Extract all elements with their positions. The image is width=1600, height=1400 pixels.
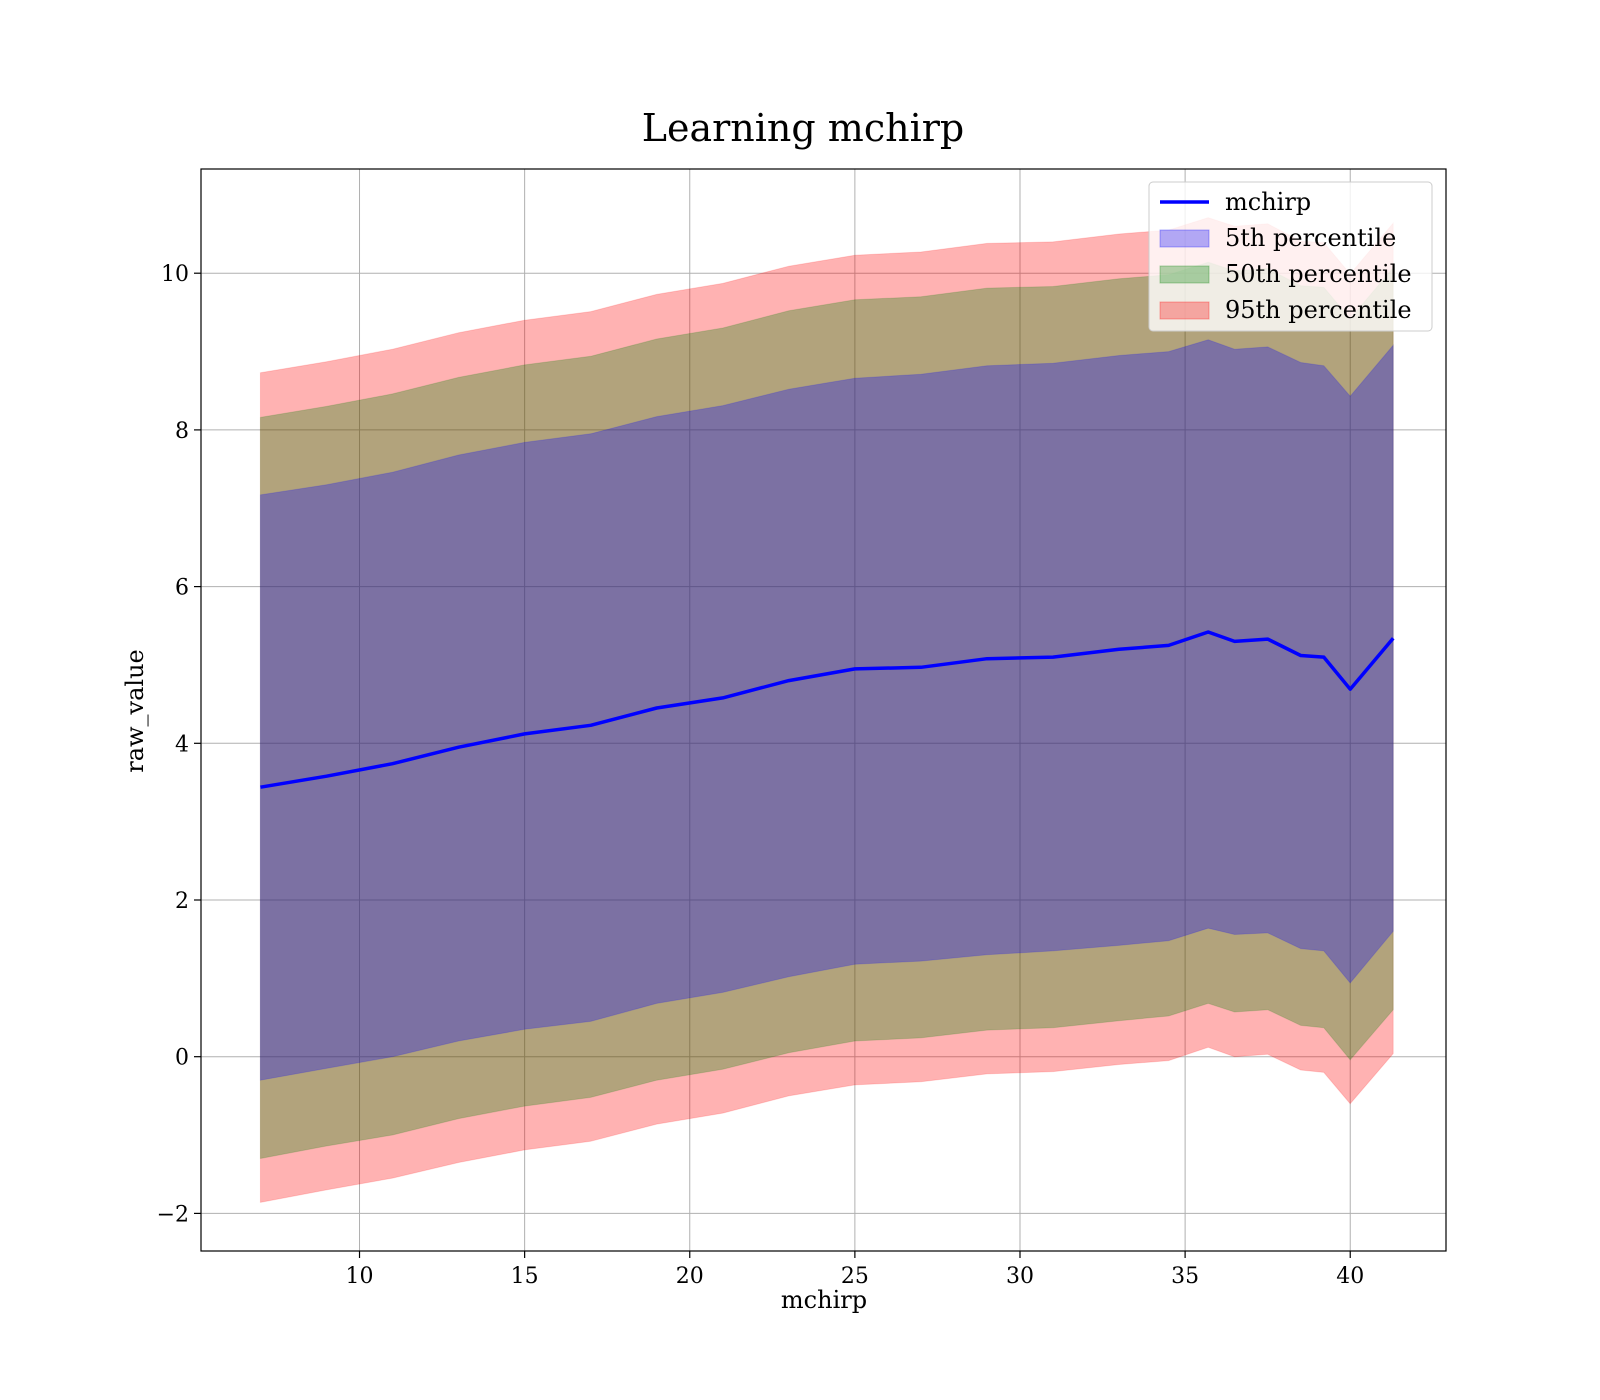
y-tick-label: 10 (161, 262, 189, 287)
percentile-bands (259, 217, 1394, 1204)
x-tick-label: 10 (346, 1264, 374, 1289)
x-tick-label: 20 (676, 1264, 704, 1289)
y-tick-label: −2 (157, 1202, 189, 1227)
y-tick-label: 6 (175, 576, 189, 601)
x-tick-label: 15 (511, 1264, 539, 1289)
x-tick-label: 25 (841, 1264, 869, 1289)
x-axis-label: mchirp (781, 1286, 867, 1314)
series-lines (260, 630, 1395, 789)
y-tick-label: 0 (175, 1046, 189, 1071)
legend: mchirp 5th percentile 50th percentile 95th … (1148, 181, 1433, 332)
legend-swatch-patch (1159, 265, 1210, 284)
y-axis-label: raw_value (121, 649, 149, 773)
y-tick-label: 8 (175, 419, 189, 444)
legend-swatch-patch (1159, 301, 1210, 320)
band-5th-percentile (259, 339, 1394, 1081)
series-line-mchirp (260, 630, 1395, 789)
y-tick-label: 4 (175, 732, 189, 757)
x-axis-ticks: 10 15 20 25 30 35 40 (346, 1251, 1364, 1289)
legend-swatch-patch (1159, 229, 1210, 248)
legend-label: 5th percentile (1225, 224, 1396, 252)
legend-label: 95th percentile (1225, 296, 1412, 324)
y-tick-label: 2 (175, 889, 189, 914)
x-tick-label: 35 (1171, 1264, 1199, 1289)
x-tick-label: 40 (1336, 1264, 1364, 1289)
plot-frame (200, 168, 1447, 1252)
x-tick-label: 30 (1006, 1264, 1034, 1289)
chart-title: Learning mchirp (642, 106, 964, 150)
legend-label: mchirp (1225, 188, 1311, 216)
y-axis-ticks: −2 0 2 4 6 8 10 (157, 262, 201, 1227)
legend-box (1148, 181, 1433, 332)
band-95th-percentile (259, 217, 1394, 1204)
legend-label: 50th percentile (1225, 260, 1412, 288)
band-50th-percentile (259, 261, 1394, 1160)
